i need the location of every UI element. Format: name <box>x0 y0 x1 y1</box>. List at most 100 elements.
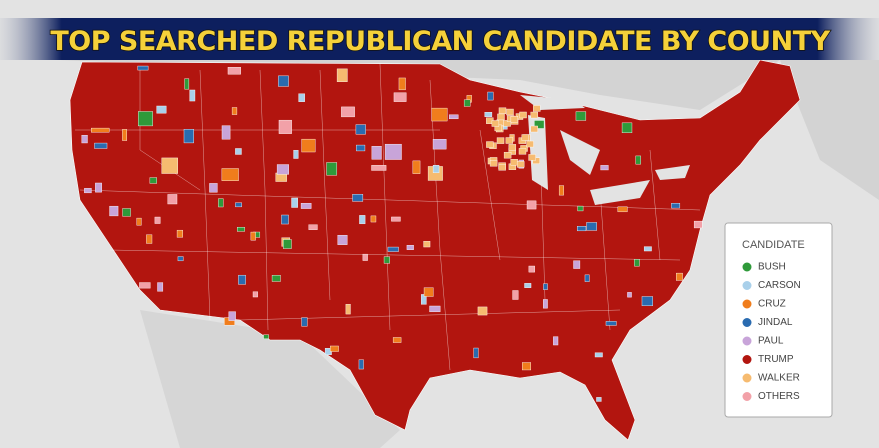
legend-swatch <box>741 298 753 310</box>
county-patch <box>558 185 564 196</box>
county-patch <box>81 135 88 144</box>
county-patch <box>521 362 532 371</box>
county-patch <box>252 291 258 298</box>
county-patch <box>617 206 628 213</box>
county-patch <box>136 217 142 226</box>
county-patch <box>506 108 514 116</box>
county-patch <box>278 75 289 87</box>
county-patch <box>370 215 377 223</box>
county-patch <box>420 294 427 305</box>
county-patch <box>359 215 366 225</box>
county-patch <box>371 146 382 160</box>
county-patch <box>432 165 440 174</box>
county-patches <box>81 65 703 402</box>
county-patch <box>486 141 494 148</box>
county-patch <box>510 159 518 166</box>
county-patch <box>221 168 239 181</box>
legend-swatch <box>741 335 753 347</box>
county-patch <box>432 139 447 150</box>
county-patch <box>146 234 153 244</box>
county-patch <box>336 68 348 82</box>
legend-swatch <box>741 391 753 402</box>
legend-swatch <box>741 317 753 328</box>
county-patch <box>519 111 527 119</box>
county-patch <box>308 224 318 230</box>
county-patch <box>393 92 407 102</box>
county-patch <box>358 359 364 370</box>
county-patch <box>573 260 581 269</box>
legend-swatch <box>741 372 753 384</box>
county-patch <box>176 229 183 238</box>
county-patch <box>341 106 355 118</box>
county-patch <box>95 182 102 193</box>
county-patch <box>263 334 269 339</box>
county-patch <box>301 138 316 153</box>
county-patch <box>524 283 532 288</box>
legend-items: BUSH CARSON CRUZ JINDAL PAUL TRUMP WALKER OTHER… <box>741 261 801 402</box>
state-borders <box>75 63 701 371</box>
county-patch <box>300 203 312 209</box>
county-patch <box>406 245 414 250</box>
county-patch <box>345 304 351 315</box>
county-patch <box>530 125 538 133</box>
county-patch <box>326 162 338 176</box>
county-patch <box>183 129 194 144</box>
county-patch <box>518 148 527 155</box>
county-patch <box>283 239 292 249</box>
county-patch <box>238 274 246 285</box>
county-patch <box>643 246 652 252</box>
county-patch <box>528 154 536 161</box>
county-patch <box>387 246 399 252</box>
legend-label: CARSON <box>758 280 801 291</box>
county-patch <box>237 227 245 232</box>
county-patch <box>503 151 512 159</box>
county-patch <box>84 188 92 194</box>
county-patch <box>122 208 131 217</box>
county-patch <box>496 137 505 144</box>
county-patch <box>431 107 448 122</box>
county-patch <box>621 122 633 134</box>
county-patch <box>137 65 149 71</box>
county-patch <box>281 214 289 225</box>
legend-swatch <box>741 354 753 365</box>
county-patch <box>352 194 364 202</box>
county-patch <box>584 274 590 282</box>
county-patch <box>235 202 242 208</box>
county-patch <box>298 93 305 102</box>
county-patch <box>463 99 471 107</box>
county-patch <box>161 157 178 174</box>
legend-swatch <box>741 261 753 273</box>
county-patch <box>528 265 535 273</box>
county-patch <box>412 160 421 174</box>
county-patch <box>109 205 119 217</box>
county-patch <box>532 157 540 164</box>
county-patch <box>384 143 402 160</box>
county-patch <box>291 197 298 208</box>
county-patch <box>512 290 519 300</box>
county-patch <box>641 296 653 307</box>
county-patch <box>635 155 641 165</box>
county-patch <box>594 352 603 358</box>
county-patch <box>157 282 164 292</box>
legend-label: CRUZ <box>758 299 786 310</box>
county-patch <box>577 226 587 232</box>
county-patch <box>293 150 299 159</box>
county-patch <box>392 337 402 343</box>
county-patch <box>510 116 519 123</box>
county-patch <box>526 200 537 210</box>
county-patch <box>575 111 587 121</box>
county-patch <box>337 234 348 245</box>
county-patch <box>605 321 617 326</box>
legend-label: OTHERS <box>758 391 800 402</box>
county-patch <box>429 305 441 313</box>
county-patch <box>231 107 238 115</box>
county-patch <box>505 137 514 144</box>
county-patch <box>383 256 390 264</box>
legend-label: TRUMP <box>758 354 794 365</box>
county-patch <box>139 282 151 289</box>
county-patch <box>398 77 406 91</box>
county-patch <box>167 194 178 205</box>
county-patch <box>497 113 505 121</box>
county-patch <box>189 89 196 102</box>
county-patch <box>301 317 308 327</box>
